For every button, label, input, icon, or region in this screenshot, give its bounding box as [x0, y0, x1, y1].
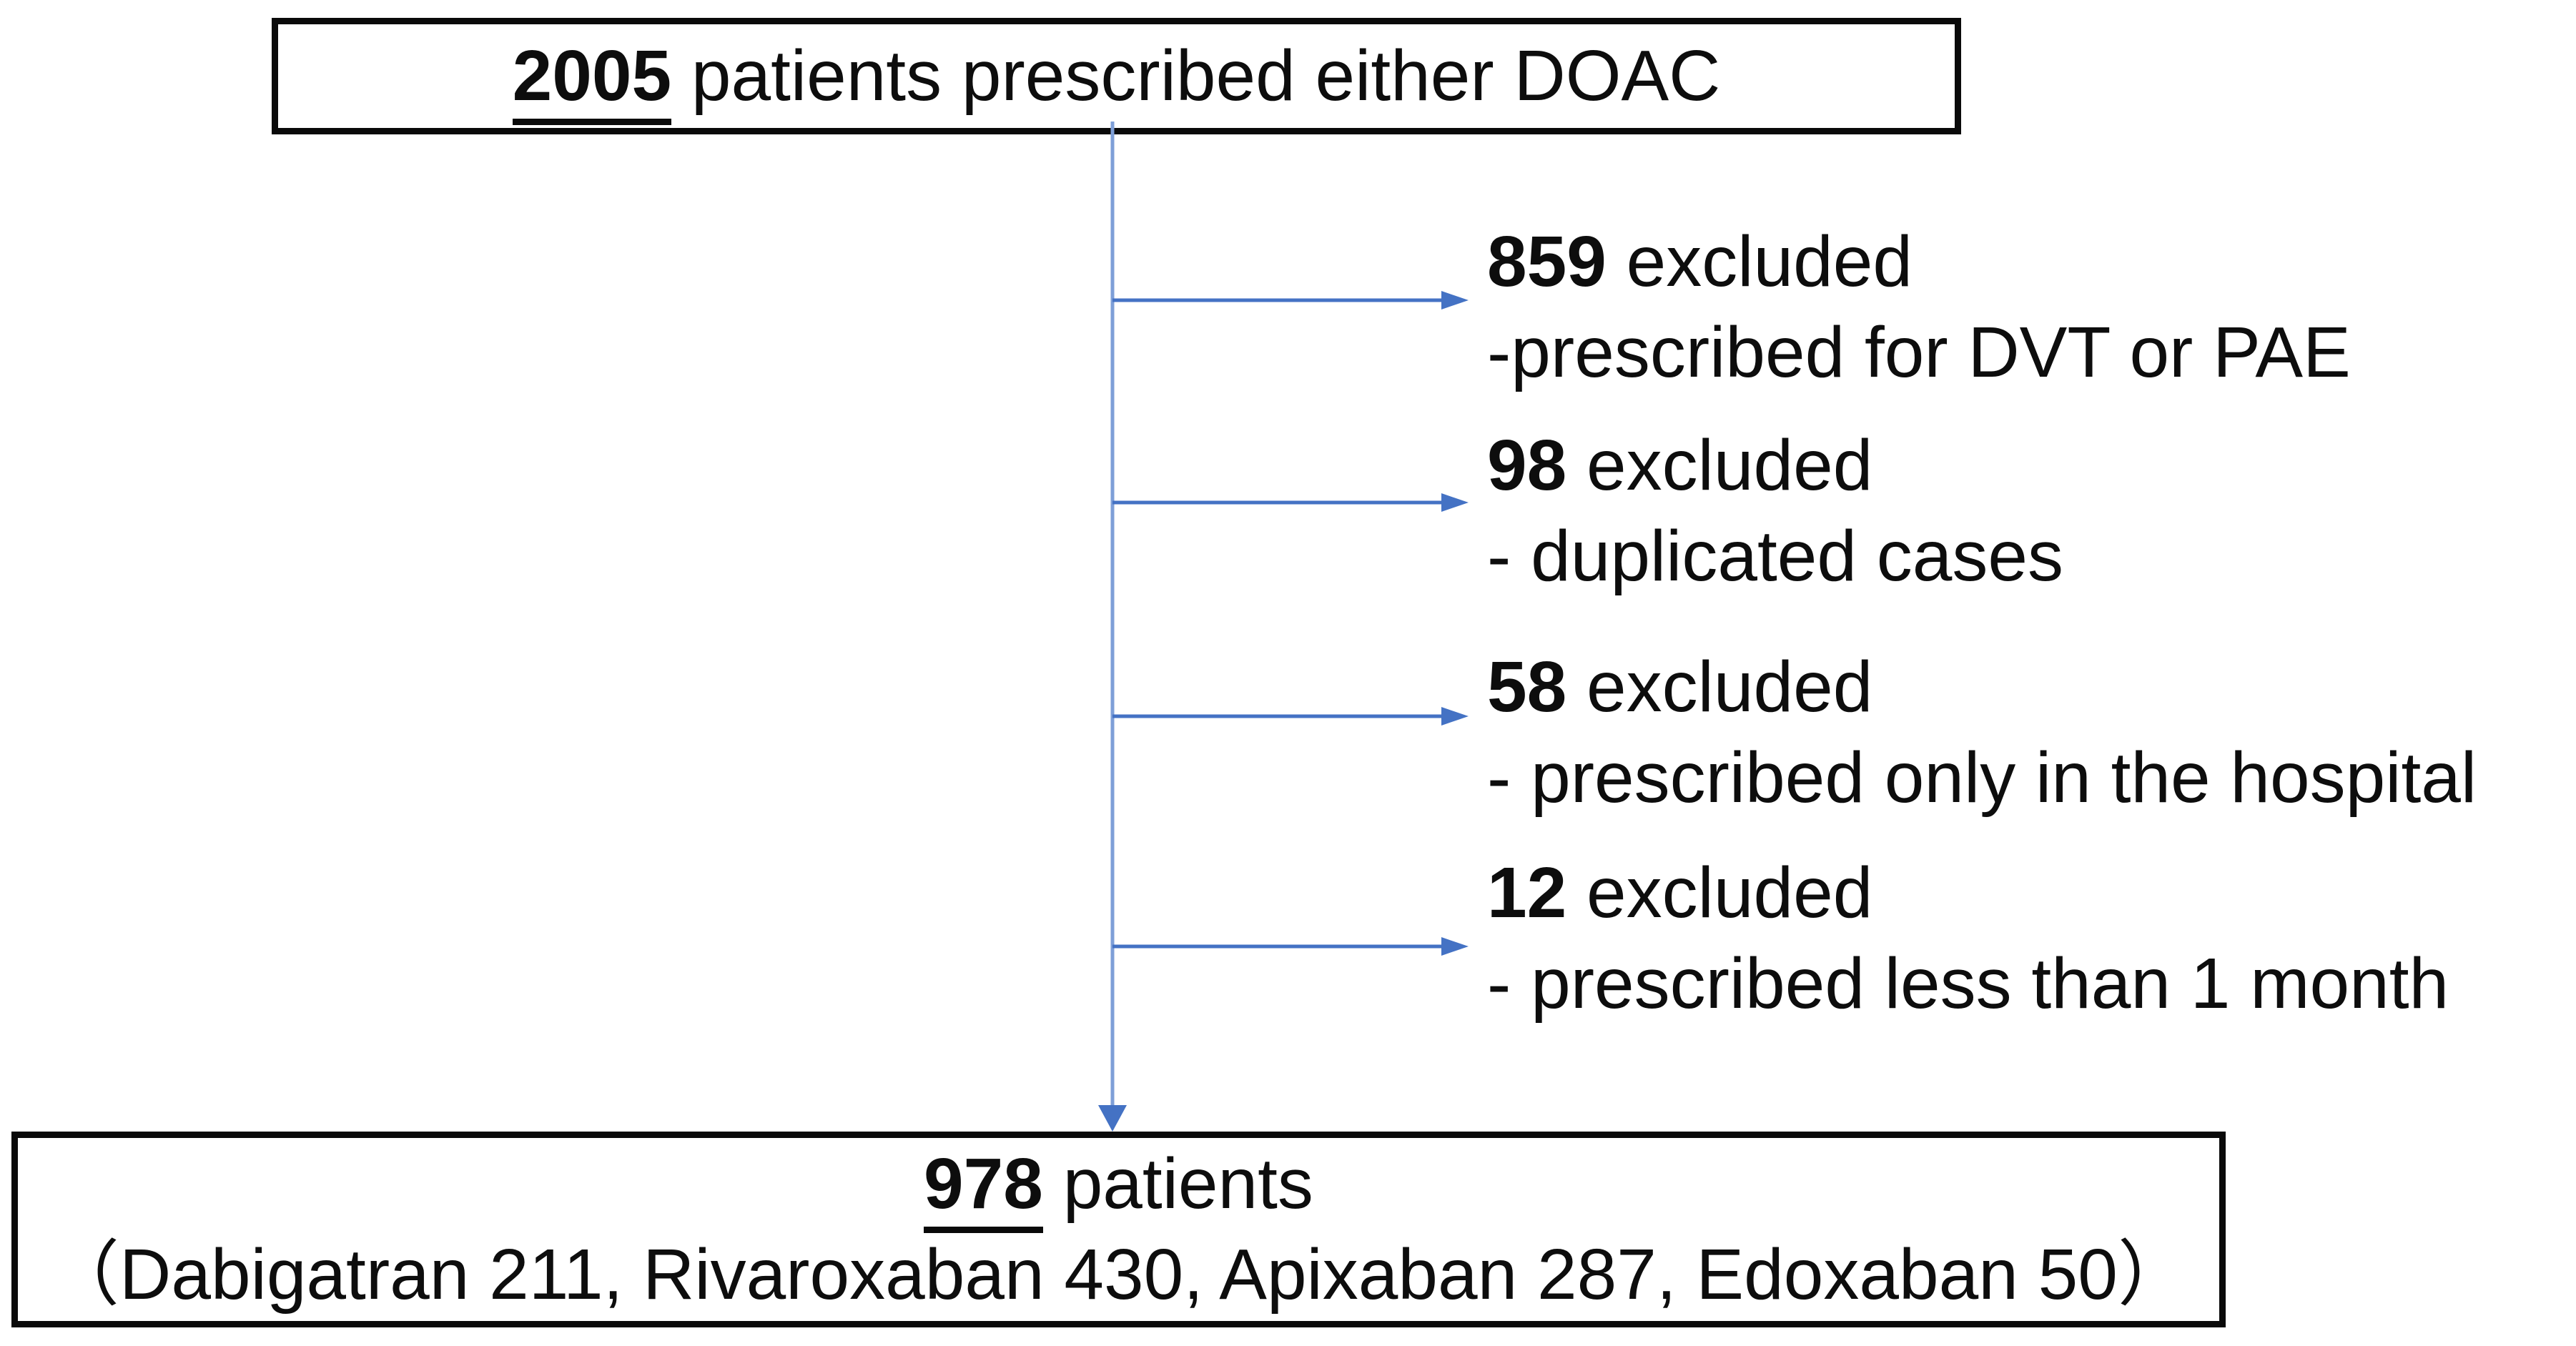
exclusion-count: 859	[1487, 222, 1607, 302]
exclusion-count-line: 859 excluded	[1487, 217, 2574, 307]
final-cohort-box: 978 patients （Dabigatran 211, Rivaroxaba…	[11, 1132, 2226, 1327]
exclusion-label: excluded	[1566, 853, 1873, 933]
exclusion-reason: - prescribed less than 1 month	[1487, 944, 2449, 1024]
exclusion-reason: - prescribed only in the hospital	[1487, 738, 2477, 818]
exclusion-label: excluded	[1566, 425, 1873, 505]
right-arrowhead-icon	[1441, 291, 1469, 310]
enrollment-label: patients prescribed either DOAC	[671, 36, 1721, 116]
right-arrowhead-icon	[1441, 937, 1469, 956]
exclusion-item-3: 58 excluded - prescribed only in the hos…	[1487, 642, 2574, 823]
down-arrowhead-icon	[1098, 1105, 1127, 1132]
exclusion-reason: - duplicated cases	[1487, 516, 2064, 596]
final-count-line: 978 patients	[924, 1139, 1313, 1233]
exclusion-label: excluded	[1606, 222, 1913, 302]
enrollment-box: 2005 patients prescribed either DOAC	[272, 18, 1961, 134]
right-arrowhead-icon	[1441, 493, 1469, 512]
exclusion-count-line: 98 excluded	[1487, 420, 2574, 511]
exclusion-label: excluded	[1566, 647, 1873, 727]
final-label: patients	[1042, 1144, 1313, 1224]
drug-breakdown: （Dabigatran 211, Rivaroxaban 430, Apixab…	[48, 1234, 2189, 1315]
right-arrowhead-icon	[1441, 707, 1469, 726]
enrollment-text: 2005 patients prescribed either DOAC	[512, 31, 1721, 125]
exclusion-item-1: 859 excluded -prescribed for DVT or PAE	[1487, 217, 2574, 398]
exclusion-count-line: 58 excluded	[1487, 642, 2574, 733]
exclusion-count: 98	[1487, 425, 1567, 505]
exclusion-count-line: 12 excluded	[1487, 848, 2574, 939]
exclusion-item-4: 12 excluded - prescribed less than 1 mon…	[1487, 848, 2574, 1029]
exclusion-item-2: 98 excluded - duplicated cases	[1487, 420, 2574, 602]
enrollment-count: 2005	[512, 36, 672, 125]
exclusion-reason: -prescribed for DVT or PAE	[1487, 312, 2351, 392]
final-count: 978	[924, 1144, 1043, 1233]
exclusion-count: 58	[1487, 647, 1567, 727]
exclusion-count: 12	[1487, 853, 1567, 933]
